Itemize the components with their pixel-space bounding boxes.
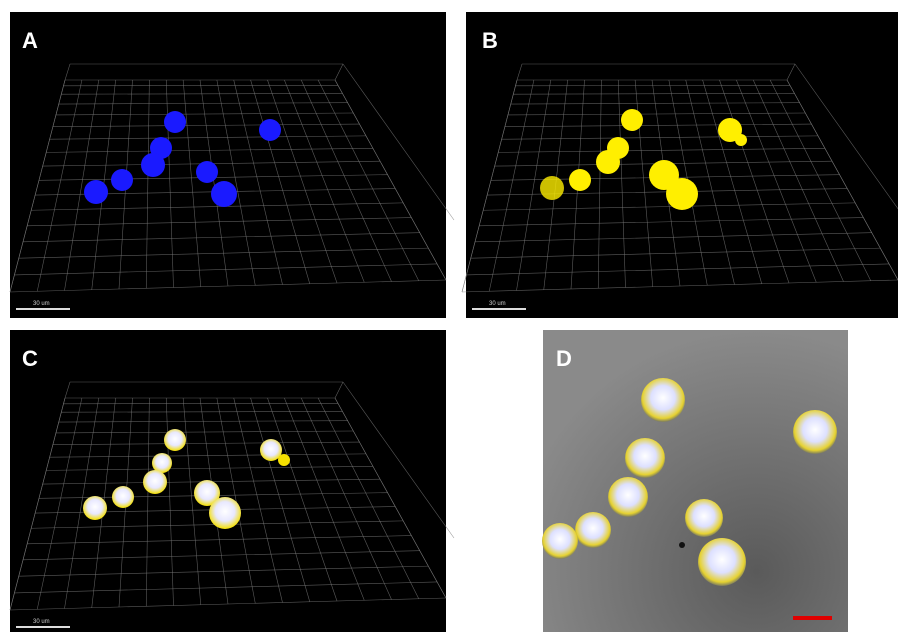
panel-label: A <box>22 28 38 53</box>
panel-bg <box>10 330 446 632</box>
panel-bg <box>466 12 898 318</box>
panel-label: D <box>556 346 572 371</box>
scale-label: 30 um <box>33 619 50 625</box>
panel-bg <box>543 330 848 632</box>
figure: A 30 um B 30 um C 30 um <box>0 0 898 632</box>
panel-bg <box>10 12 446 318</box>
scale-label: 30 um <box>33 301 50 307</box>
panel-a: A 30 um <box>10 12 454 318</box>
panel-c: C 30 um <box>10 330 454 632</box>
panel-label: C <box>22 346 38 371</box>
scale-label: 30 um <box>489 301 506 307</box>
debris <box>679 542 685 548</box>
panel-b: B 30 um <box>462 12 898 318</box>
panel-d: D <box>542 330 848 632</box>
panel-label: B <box>482 28 498 53</box>
